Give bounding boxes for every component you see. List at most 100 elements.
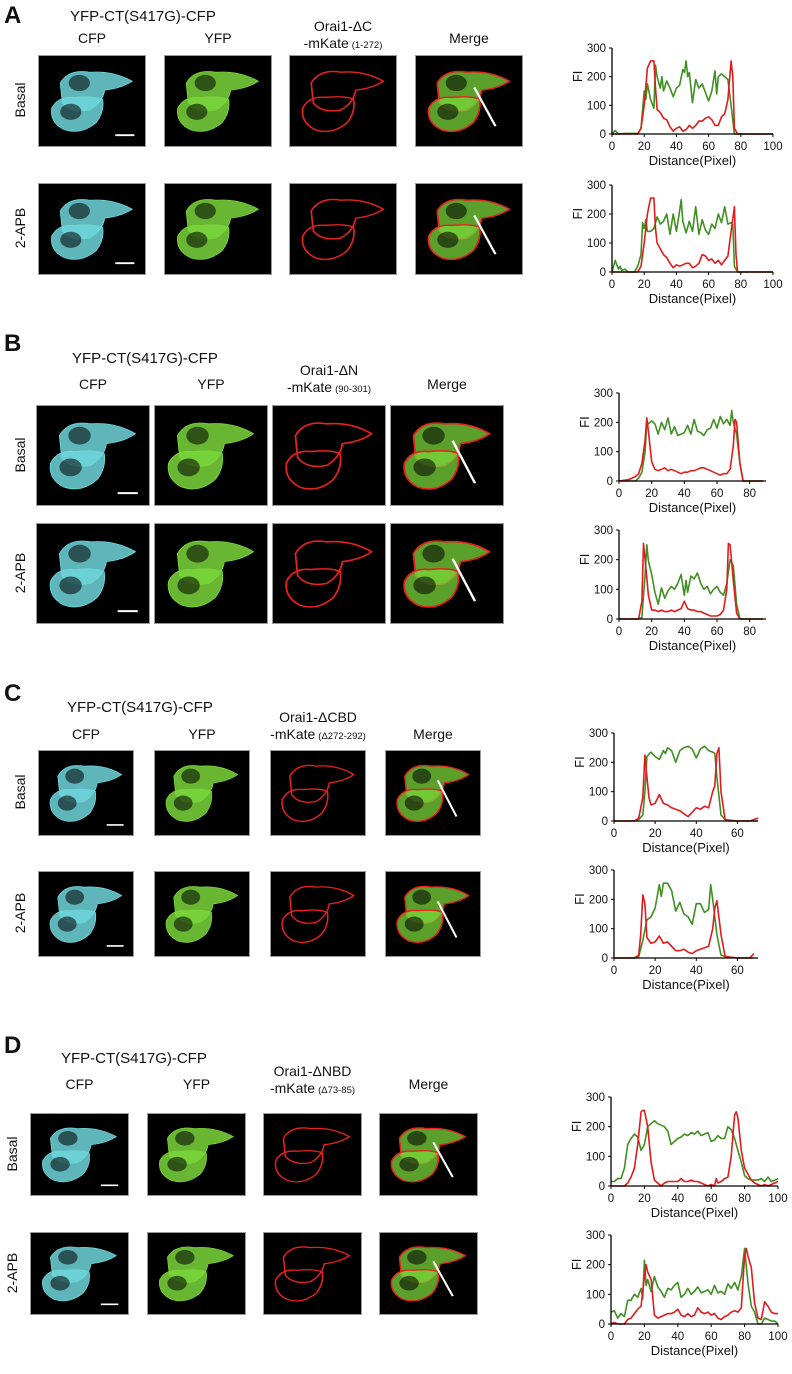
micrograph-red-basal (289, 55, 397, 147)
y-tick-label: 300 (594, 525, 613, 537)
construct-title: YFP-CT(S417G)-CFP (61, 1050, 207, 1067)
y-tick-label: 0 (602, 816, 608, 828)
y-tick-label: 0 (599, 1181, 605, 1193)
y-tick-label: 200 (587, 72, 606, 84)
micrograph-cfp-2apb (30, 1232, 129, 1315)
x-tick-label: 0 (609, 279, 615, 291)
micrograph-yfp-basal (164, 55, 272, 147)
y-tick-label: 100 (587, 238, 606, 250)
y-axis-label: FI (577, 554, 592, 566)
row-label-2apb: 2-APB (12, 207, 28, 249)
micrograph-merge-basal (379, 1113, 478, 1196)
panel-letter: B (4, 330, 22, 357)
row-label-basal: Basal (4, 1135, 20, 1172)
yfp-profile-line (611, 198, 773, 273)
column-label-yfp: YFP (182, 1076, 211, 1092)
x-tick-label: 80 (743, 488, 756, 500)
micrograph-red-basal (270, 750, 366, 836)
intensity-profile-chart: 0 100 200 300 0 20 40 60 80 Distance(Pixel) FI (577, 387, 786, 526)
micrograph-cfp-2apb (36, 523, 150, 624)
mkate-profile-line (612, 60, 773, 135)
orai1-construct-name: Orai1-ΔN (299, 362, 359, 378)
x-tick-label: 60 (702, 279, 715, 291)
construct-title: YFP-CT(S417G)-CFP (72, 350, 218, 367)
micrograph-yfp-basal (154, 405, 268, 506)
micrograph-red-2apb (289, 183, 397, 275)
x-tick-label: 20 (638, 279, 651, 291)
x-tick-label: 40 (690, 965, 703, 977)
row-label-2apb: 2-APB (12, 892, 28, 934)
yfp-profile-line (611, 60, 773, 135)
mkate-profile-line (614, 746, 759, 822)
y-tick-label: 200 (594, 555, 613, 567)
mkate-tag-label: -mKate (Δ272-292) (260, 726, 376, 745)
column-label-cfp: CFP (65, 1076, 94, 1092)
yfp-profile-line (614, 745, 758, 822)
column-label-merge: Merge (413, 726, 453, 742)
micrograph-yfp-2apb (154, 871, 250, 957)
x-tick-label: 60 (731, 965, 744, 977)
x-axis-label: Distance(Pixel) (651, 1205, 738, 1220)
y-tick-label: 200 (594, 417, 613, 429)
column-label-orai1: Orai1-ΔNBD -mKate (Δ73-85) (253, 1063, 372, 1099)
y-axis-label: FI (577, 416, 592, 428)
construct-title: YFP-CT(S417G)-CFP (67, 699, 213, 716)
yfp-profile-line (611, 1119, 779, 1183)
y-tick-label: 200 (586, 1260, 605, 1272)
construct-title: YFP-CT(S417G)-CFP (70, 8, 216, 25)
x-tick-label: 80 (734, 279, 747, 291)
micrograph-red-basal (263, 1113, 362, 1196)
x-tick-label: 60 (702, 141, 715, 153)
column-label-yfp: YFP (197, 376, 225, 392)
y-tick-label: 100 (589, 924, 608, 936)
x-tick-label: 40 (690, 828, 703, 840)
column-label-cfp: CFP (72, 726, 100, 742)
intensity-profile-chart: 0 100 200 300 0 20 40 60 80 100 Distance(Pixel) FI (570, 42, 792, 179)
column-label-merge: Merge (427, 376, 467, 392)
mkate-profile-line (611, 1109, 779, 1187)
orai1-construct-name: Orai1-ΔCBD (279, 709, 357, 725)
y-tick-label: 300 (586, 1092, 605, 1104)
x-tick-label: 20 (638, 1331, 651, 1343)
micrograph-yfp-basal (147, 1113, 246, 1196)
panel-letter: A (4, 2, 22, 29)
y-tick-label: 200 (587, 209, 606, 221)
column-label-cfp: CFP (78, 30, 106, 46)
intensity-profile-chart: 0 100 200 300 0 20 40 60 80 100 Distance(Pixel) FI (569, 1091, 792, 1231)
micrograph-yfp-2apb (164, 183, 272, 275)
mkate-tag-label: -mKate (1-272) (279, 35, 407, 54)
micrograph-cfp-basal (38, 750, 134, 836)
mkate-profile-line (619, 542, 763, 620)
micrograph-cfp-basal (30, 1113, 129, 1196)
micrograph-cfp-2apb (38, 183, 146, 275)
x-tick-label: 20 (638, 141, 651, 153)
y-tick-label: 300 (589, 728, 608, 740)
mkate-label: -mKate (286, 379, 333, 395)
y-tick-label: 100 (594, 584, 613, 596)
x-tick-label: 20 (645, 626, 658, 638)
y-axis-label: FI (570, 208, 585, 220)
x-tick-label: 60 (731, 828, 744, 840)
x-tick-label: 60 (711, 626, 724, 638)
x-tick-label: 80 (734, 141, 747, 153)
residue-range: (1-272) (351, 40, 383, 51)
x-tick-label: 100 (763, 141, 782, 153)
panel-letter: D (4, 1032, 22, 1059)
mkate-profile-line (618, 417, 763, 482)
yfp-profile-line (619, 409, 763, 482)
y-tick-label: 100 (594, 447, 613, 459)
x-axis-label: Distance(Pixel) (642, 840, 729, 855)
yfp-profile-line (610, 1247, 779, 1325)
y-tick-label: 200 (589, 757, 608, 769)
intensity-profile-chart: 0 100 200 300 0 20 40 60 Distance(Pixel) FI (572, 727, 778, 866)
row-label-basal: Basal (12, 82, 28, 118)
micrograph-yfp-2apb (154, 523, 268, 624)
mkate-profile-line (612, 197, 773, 273)
intensity-profile-chart: 0 100 200 300 0 20 40 60 80 100 Distance(Pixel) FI (570, 179, 792, 317)
y-axis-label: FI (569, 1121, 584, 1133)
y-axis-label: FI (572, 893, 587, 905)
column-label-yfp: YFP (204, 30, 232, 46)
